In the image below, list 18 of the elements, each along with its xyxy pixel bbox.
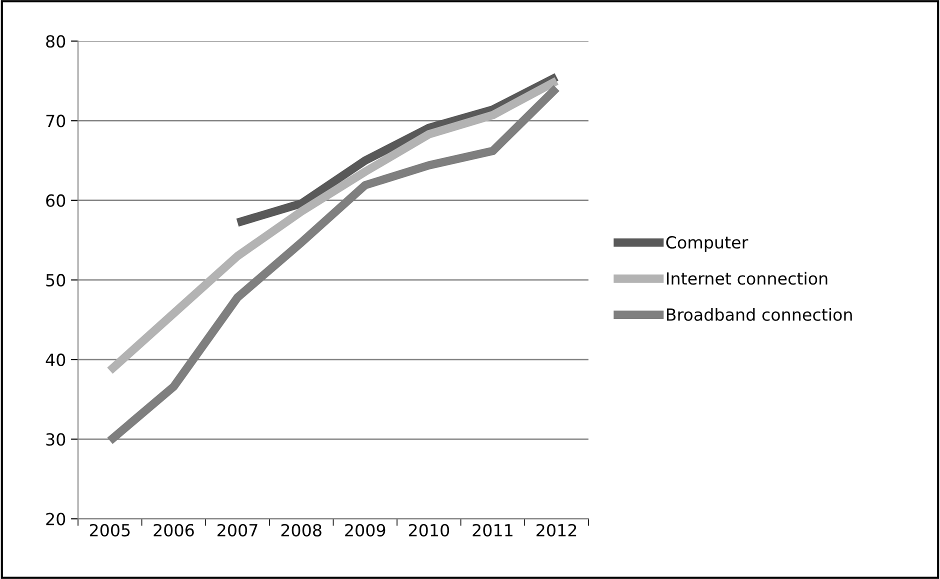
y-tick-label: 60 bbox=[46, 194, 66, 207]
y-tick-label: 70 bbox=[46, 114, 66, 128]
y-tick-label: 20 bbox=[46, 512, 66, 526]
x-tick-label: 2009 bbox=[345, 524, 386, 537]
legend-label: Internet connection bbox=[666, 272, 828, 285]
x-tick-label: 2006 bbox=[154, 524, 194, 537]
legend-label: Broadband connection bbox=[666, 308, 852, 321]
legend-label: Computer bbox=[666, 236, 748, 252]
y-tick-label: 80 bbox=[46, 35, 66, 48]
x-tick-label: 2007 bbox=[218, 524, 258, 537]
y-tick-label: 50 bbox=[46, 274, 66, 287]
x-tick-label: 2010 bbox=[408, 524, 450, 537]
x-tick-label: 2012 bbox=[536, 524, 576, 537]
y-tick-label: 40 bbox=[46, 354, 66, 366]
y-tick-label: 30 bbox=[46, 433, 66, 446]
x-tick-label: 2008 bbox=[281, 524, 322, 537]
x-tick-label: 2005 bbox=[90, 524, 130, 537]
x-tick-label: 2011 bbox=[472, 524, 512, 537]
